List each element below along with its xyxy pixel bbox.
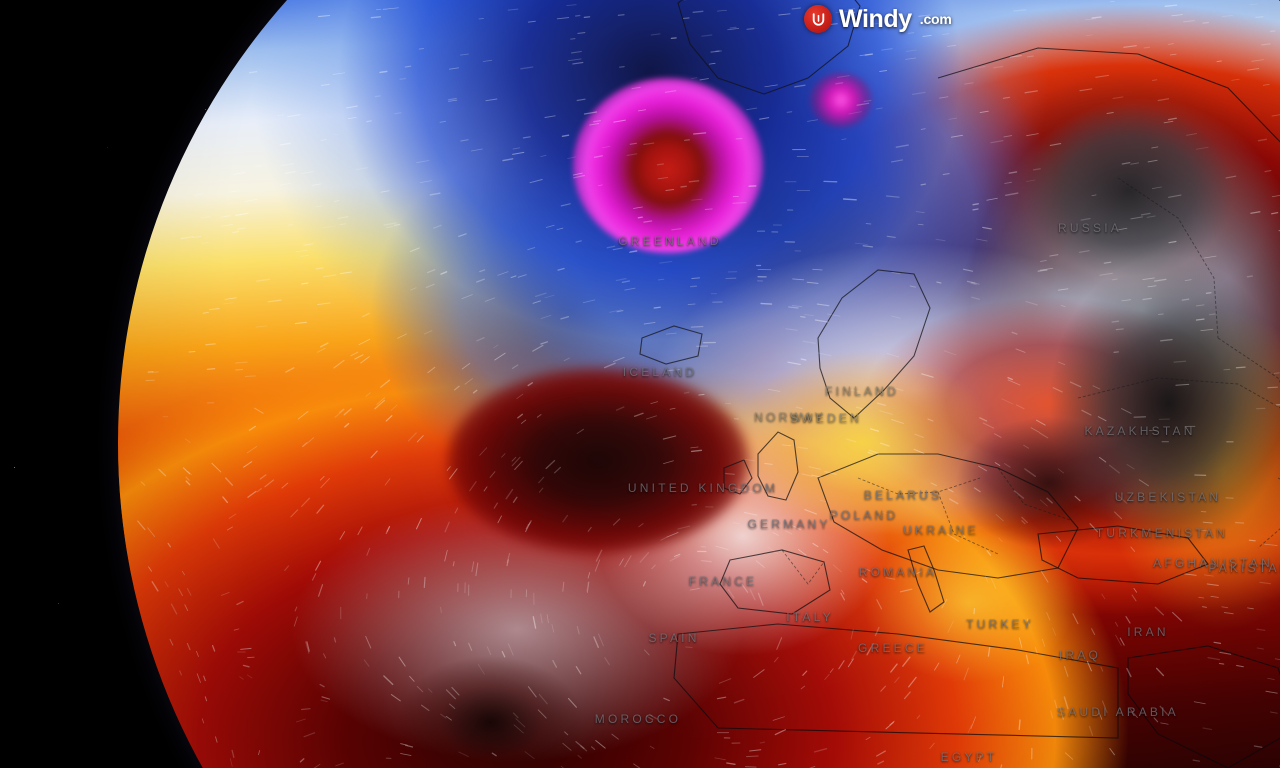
anticyclone-core [448, 368, 748, 553]
cyclone-main [573, 78, 763, 253]
star [106, 146, 108, 148]
cyclone-secondary [810, 73, 872, 127]
windy-logo[interactable]: Windy .com [804, 3, 952, 35]
globe[interactable] [118, 0, 1280, 768]
star [58, 602, 60, 604]
windy-tld: .com [919, 11, 952, 27]
windy-logo-icon [804, 5, 832, 33]
star [14, 467, 16, 469]
windy-wordmark: Windy [839, 4, 912, 33]
